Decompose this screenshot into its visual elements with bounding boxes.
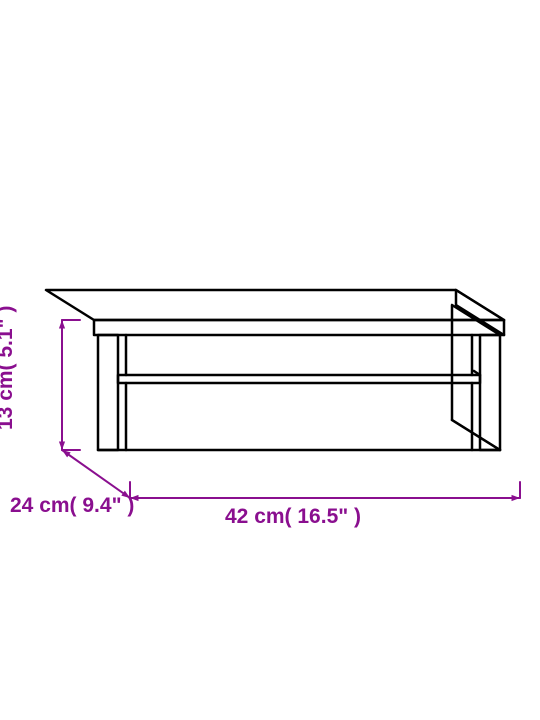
- height-label: 13 cm( 5.1" ): [0, 306, 17, 430]
- height-dimension: 13 cm( 5.1" ): [0, 306, 80, 450]
- depth-label: 24 cm( 9.4" ): [10, 494, 134, 517]
- width-dimension: 42 cm( 16.5" ): [130, 482, 520, 528]
- width-label: 42 cm( 16.5" ): [225, 505, 361, 528]
- depth-dimension: 24 cm( 9.4" ): [10, 450, 134, 517]
- dimension-diagram: 13 cm( 5.1" ) 24 cm( 9.4" ) 42 cm( 16.5"…: [0, 0, 540, 720]
- dimensions: 13 cm( 5.1" ) 24 cm( 9.4" ) 42 cm( 16.5"…: [0, 306, 520, 528]
- product-outline: [46, 290, 504, 450]
